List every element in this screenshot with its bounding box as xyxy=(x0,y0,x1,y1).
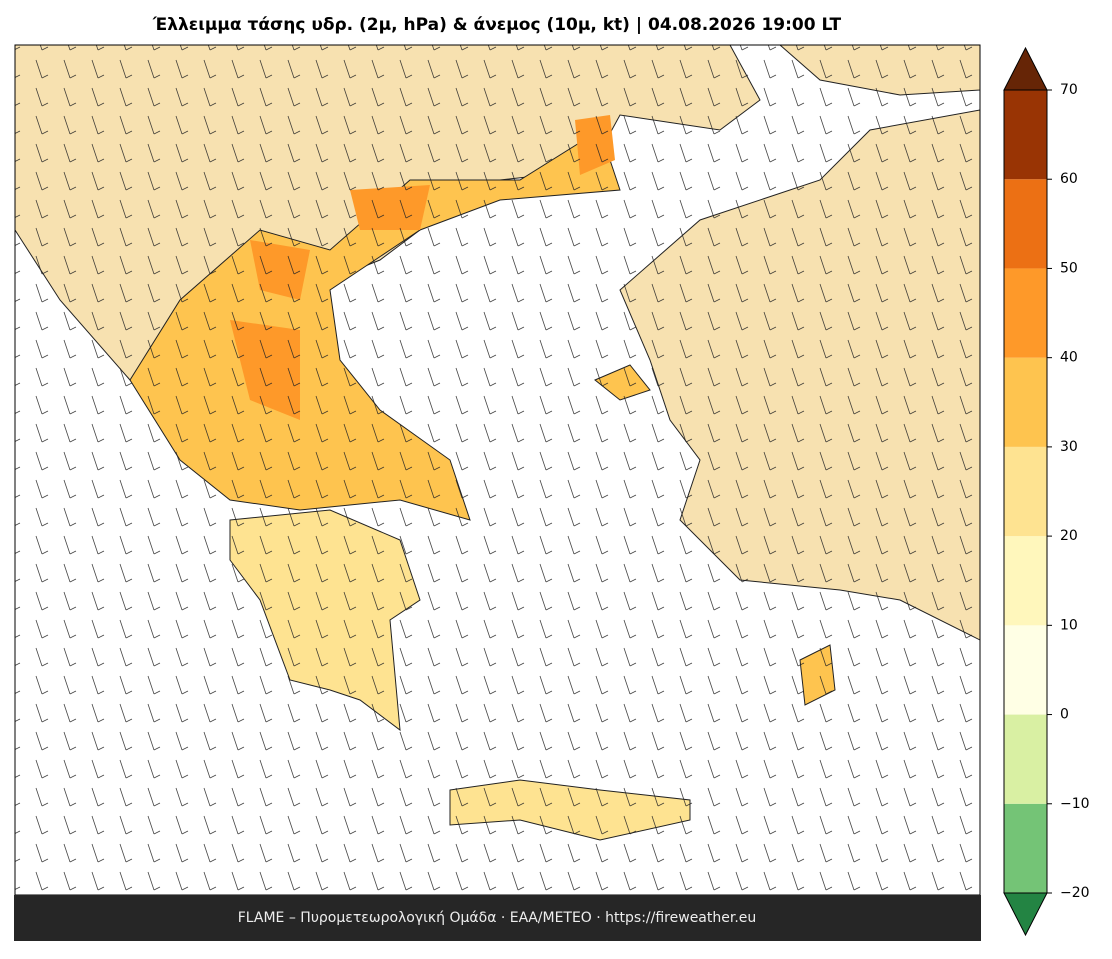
footer-text: FLAME – Πυρομετεωρολογική Ομάδα · ΕΑΑ/ME… xyxy=(238,910,757,926)
colorbar-segment xyxy=(1004,625,1047,715)
colorbar-outline xyxy=(1003,89,1048,894)
colorbar-tick-label: −10 xyxy=(1060,796,1090,812)
colorbar-extend-over xyxy=(1003,46,1048,91)
colorbar-segment xyxy=(1004,268,1047,358)
map xyxy=(15,45,980,895)
colorbar-segment xyxy=(1004,714,1047,804)
colorbar-tick-label: 40 xyxy=(1060,350,1078,366)
colorbar-tick-label: −20 xyxy=(1060,885,1090,901)
colorbar-tick-label: 20 xyxy=(1060,528,1078,544)
colorbar-tick-label: 70 xyxy=(1060,82,1078,98)
footer-bar xyxy=(14,895,981,941)
colorbar-segment xyxy=(1004,90,1047,180)
colorbar-segment xyxy=(1004,446,1047,537)
colorbar-tick-label: 50 xyxy=(1060,260,1078,276)
colorbar-tick-label: 60 xyxy=(1060,171,1078,187)
map-title: Έλλειμμα τάσης υδρ. (2μ, hPa) & άνεμος (… xyxy=(152,15,842,35)
colorbar-extend-under xyxy=(1003,892,1048,937)
colorbar-segment xyxy=(1004,179,1047,269)
colorbar-tick-label: 30 xyxy=(1060,439,1078,455)
colorbar: −20 −10 0 10 20 30 40 50 60 70 xyxy=(1003,46,1090,937)
colorbar-segment xyxy=(1004,357,1047,447)
colorbar-segment xyxy=(1004,803,1047,893)
colorbar-tick-label: 0 xyxy=(1060,707,1069,723)
colorbar-tick-label: 10 xyxy=(1060,617,1078,633)
colorbar-segment xyxy=(1004,536,1047,626)
